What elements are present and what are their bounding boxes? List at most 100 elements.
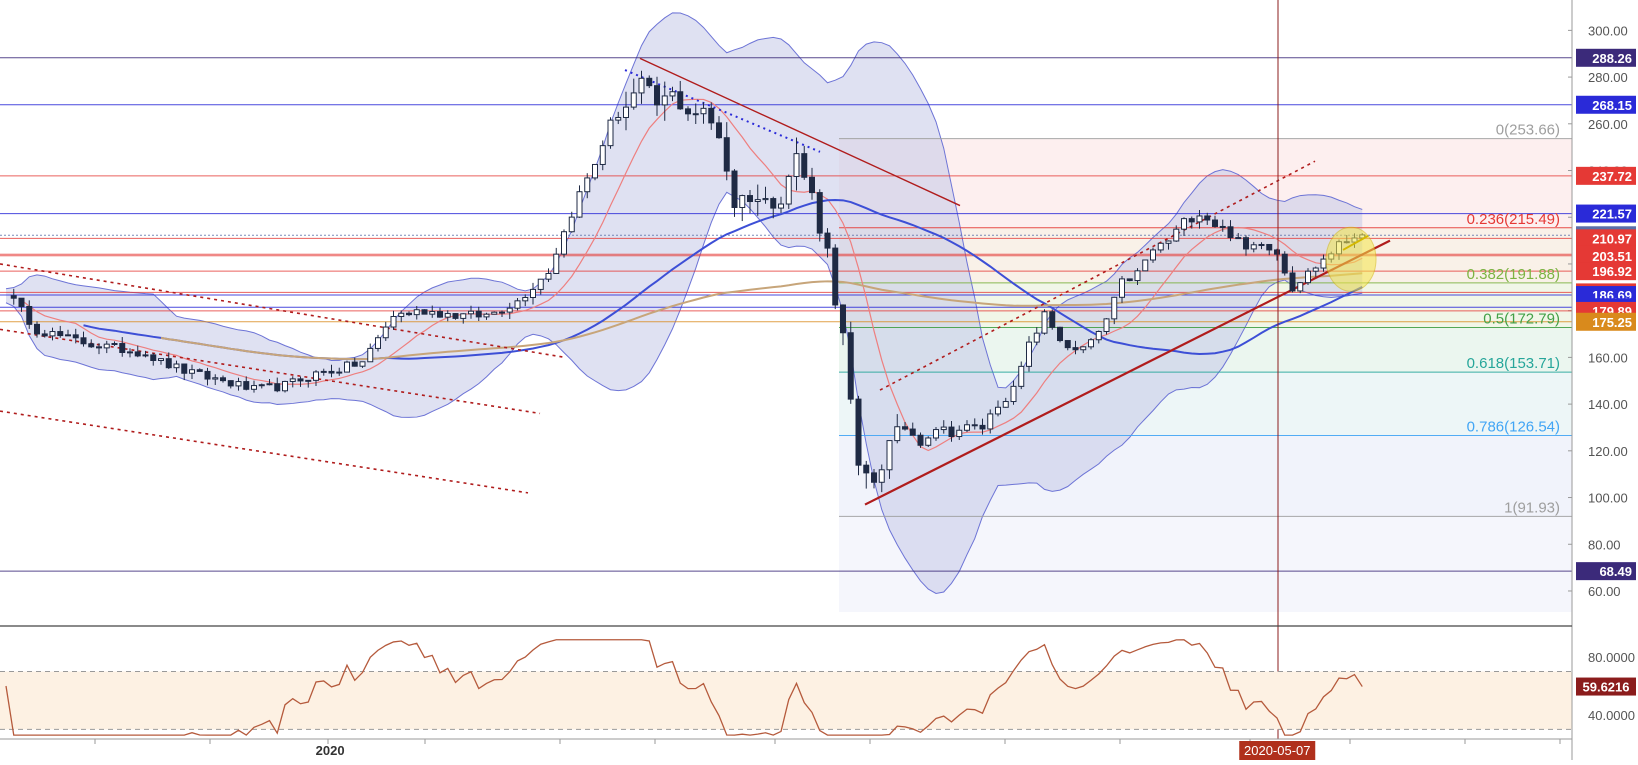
candle-body [638, 77, 645, 94]
candle-body [297, 378, 304, 382]
candle-body [878, 469, 885, 483]
candle-body [592, 163, 598, 179]
candle-body [1002, 401, 1009, 408]
candle-body [1204, 215, 1211, 221]
candle-body [754, 199, 761, 203]
candle-body [1212, 219, 1218, 227]
candle-body [1235, 237, 1242, 240]
candle-body [452, 313, 459, 319]
level-badge [1576, 229, 1636, 248]
candle-body [437, 311, 443, 318]
level-badge-label: 68.49 [1599, 564, 1632, 579]
rsi-line [5, 639, 1363, 736]
rsi-current-badge [1576, 677, 1636, 696]
candle-body [266, 383, 273, 386]
candle-body [1266, 243, 1273, 251]
level-badge-label: 210.97 [1592, 231, 1632, 246]
candle-body [568, 216, 575, 233]
bollinger-upper-line [5, 12, 1363, 389]
candle-body [545, 272, 552, 280]
candle-body [785, 175, 792, 205]
y-tick-label: 300.00 [1588, 23, 1628, 38]
level-badge [1576, 562, 1636, 581]
candle-body [1080, 346, 1087, 351]
candle-body [142, 354, 149, 357]
channel-line-lower [0, 410, 529, 494]
candle-body [274, 383, 281, 392]
candle-body [158, 358, 164, 361]
candle-body [886, 440, 893, 471]
candle-body [917, 434, 924, 446]
candle-body [739, 195, 746, 208]
candle-body [770, 198, 777, 209]
rsi-band-fill [0, 671, 1572, 730]
candle-body [204, 370, 211, 380]
candle-body [413, 309, 420, 316]
candle-body [933, 429, 939, 439]
candle-body [468, 310, 474, 315]
candle-body [282, 380, 288, 392]
candle-body [227, 380, 234, 387]
candle-body [65, 334, 71, 337]
candle-body [1018, 365, 1025, 387]
level-badge [1576, 48, 1636, 67]
candle-body [956, 429, 963, 438]
candle-body [1049, 311, 1056, 328]
y-tick-label: 140.00 [1588, 397, 1628, 412]
candle-body [1088, 339, 1094, 348]
candle-body [41, 333, 48, 337]
candle-body [491, 311, 498, 315]
y-tick-label: 160.00 [1588, 350, 1628, 365]
candle-body [305, 379, 312, 382]
fib-label: 0.382(191.88) [1467, 266, 1560, 283]
candle-body [1064, 340, 1071, 349]
level-badge-label: 203.51 [1592, 249, 1632, 264]
bollinger-band-fill [6, 12, 1363, 594]
x-axis-date-label: 2020-05-07 [1244, 743, 1311, 758]
candle-body [700, 107, 707, 115]
candle-body [514, 300, 521, 309]
candle-body [103, 343, 110, 349]
candle-body [824, 232, 831, 249]
level-badge [1576, 166, 1636, 185]
level-badge-label: 237.72 [1592, 169, 1632, 184]
level-badge [1576, 204, 1636, 223]
candle-body [289, 378, 296, 382]
candle-body [1103, 318, 1110, 332]
candle-body [57, 331, 64, 337]
candle-body [359, 361, 366, 367]
candle-body [747, 195, 753, 203]
candle-body [1111, 296, 1118, 320]
candle-body [1250, 244, 1257, 250]
candle-body [669, 91, 676, 97]
candle-body [460, 313, 467, 319]
level-badge-label: 288.26 [1592, 51, 1632, 66]
up-channel-dotted [879, 160, 1316, 391]
candle-body [847, 332, 854, 400]
level-badge [1576, 246, 1636, 265]
x-axis-date-badge [1239, 741, 1316, 760]
candle-body [18, 297, 25, 307]
candle-body [258, 384, 265, 387]
candle-body [235, 381, 242, 387]
candle-body [181, 363, 188, 374]
candle-body [561, 231, 567, 255]
candle-body [1041, 311, 1048, 334]
candle-body [251, 385, 257, 390]
candle-body [189, 369, 195, 374]
candle-body [840, 304, 846, 334]
candle-body [320, 370, 327, 373]
level-badge-label: 268.15 [1592, 98, 1632, 113]
candle-body [212, 377, 219, 380]
candle-body [801, 153, 808, 178]
candle-body [1297, 282, 1304, 292]
candle-body [1010, 385, 1017, 403]
candle-body [971, 424, 978, 427]
y-tick-label: 100.00 [1588, 491, 1628, 506]
candle-body [1134, 270, 1141, 282]
y-tick-label: 260.00 [1588, 117, 1628, 132]
candle-body [646, 77, 653, 87]
candle-body [1258, 243, 1265, 246]
highlight-ellipse [1325, 226, 1377, 292]
